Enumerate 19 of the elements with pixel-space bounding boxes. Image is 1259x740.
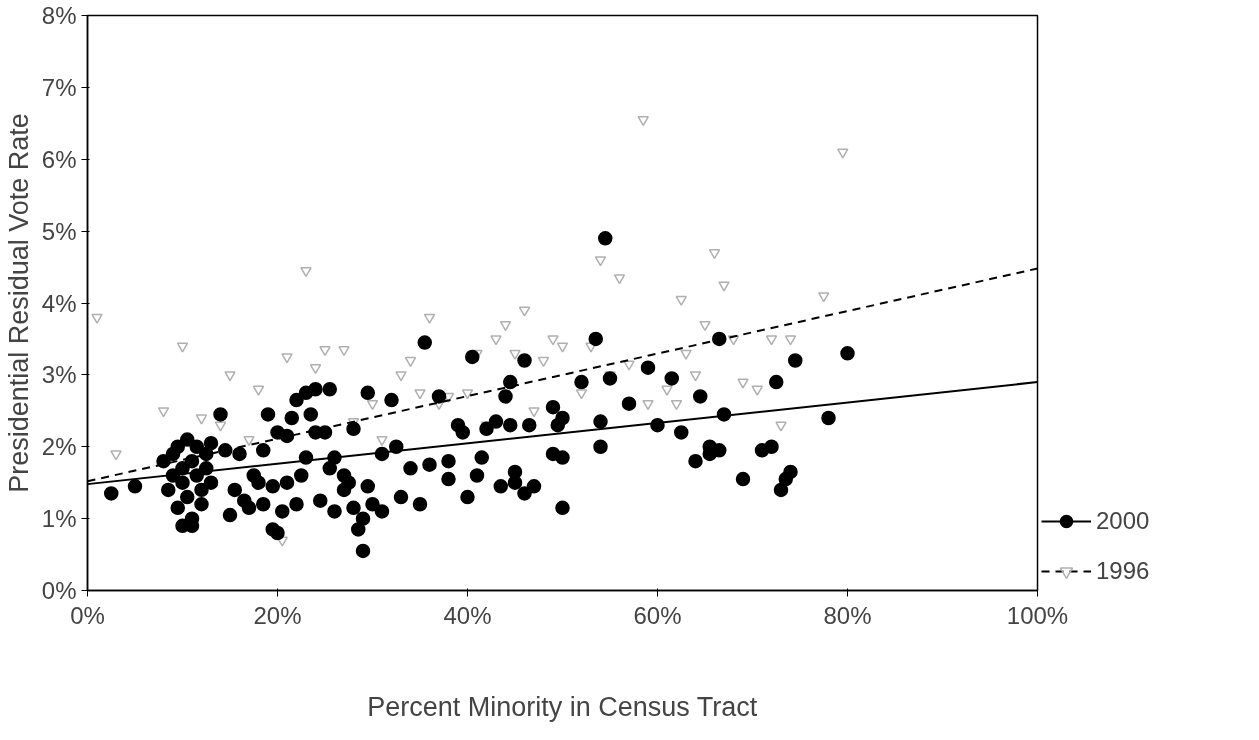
y-tick-label: 5% bbox=[41, 217, 77, 245]
y-tick-label: 4% bbox=[41, 289, 77, 317]
x-tick-label: 40% bbox=[443, 601, 492, 629]
y-tick-label: 1% bbox=[41, 505, 77, 533]
x-tick-label: 60% bbox=[633, 601, 682, 629]
x-tick-label: 100% bbox=[1006, 601, 1069, 629]
y-tick-label: 8% bbox=[41, 2, 77, 29]
x-axis-title: Percent Minority in Census Tract bbox=[367, 691, 758, 722]
y-tick-label: 7% bbox=[41, 73, 77, 101]
y-tick-label: 2% bbox=[41, 433, 77, 461]
legend-label: 1996 bbox=[1096, 557, 1150, 585]
y-tick-label: 3% bbox=[41, 361, 77, 389]
x-tick-label: 0% bbox=[70, 601, 105, 629]
y-tick-label: 6% bbox=[41, 145, 77, 173]
x-tick-label: 80% bbox=[823, 601, 872, 629]
y-tick-label: 0% bbox=[41, 577, 77, 604]
legend-label: 2000 bbox=[1096, 507, 1150, 535]
x-tick-label: 20% bbox=[253, 601, 302, 629]
y-axis-title: Presidential Residual Vote Rate bbox=[3, 113, 34, 493]
